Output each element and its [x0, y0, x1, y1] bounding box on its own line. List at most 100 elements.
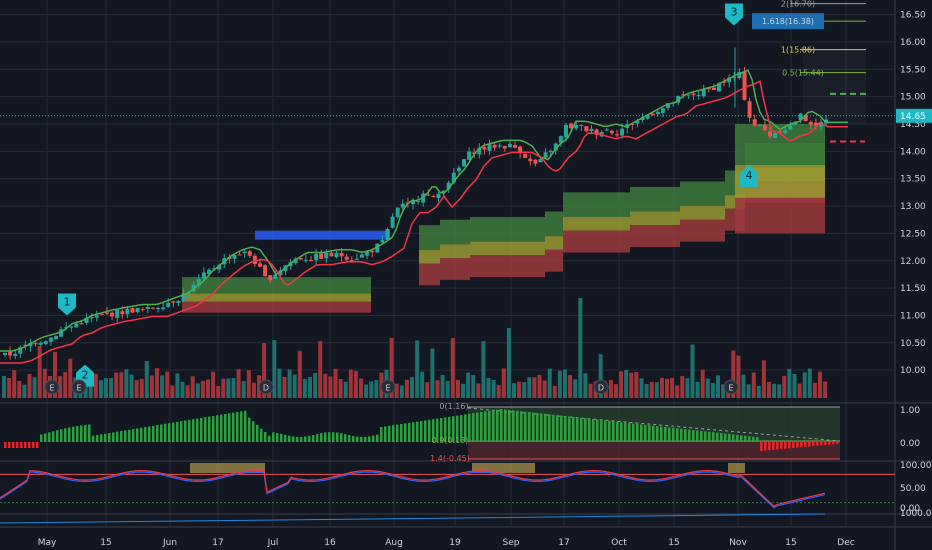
candle-body	[579, 125, 584, 127]
macd-bar	[740, 435, 743, 442]
y-tick-label: 10.00	[900, 366, 926, 376]
macd-bar	[512, 410, 515, 442]
wave-marker-4	[740, 165, 758, 188]
candle-body	[701, 89, 706, 97]
wave-marker-label: 3	[731, 6, 738, 19]
macd-bar	[20, 442, 23, 448]
candle-body	[247, 251, 252, 256]
macd-bar	[408, 422, 411, 442]
macd-bar	[652, 425, 655, 442]
macd-bar	[132, 429, 135, 442]
candle-body	[717, 83, 721, 92]
macd-bar	[220, 414, 223, 442]
volume-bar	[751, 372, 756, 398]
candle-body	[252, 255, 257, 265]
candle-body	[436, 193, 441, 199]
volume-bar	[88, 384, 93, 398]
macd-bar	[12, 442, 15, 448]
macd-bar	[52, 431, 55, 442]
volume-bar	[675, 385, 680, 398]
macd-bar	[560, 415, 563, 442]
volume-bar	[328, 376, 333, 398]
volume-bar	[787, 368, 792, 398]
macd-bar	[476, 412, 479, 442]
macd-pane: 0(1.16) 0.9(0.13) 1.4(-0.45)	[4, 402, 841, 463]
volume-bar	[563, 369, 567, 398]
fibonacci-levels: 2(16.70) 1.618(16.38) 1(15.86) 0.5(15.44)	[752, 0, 866, 78]
macd-bar	[144, 427, 147, 442]
volume-bar	[12, 370, 17, 398]
wave-marker-label: 1	[64, 295, 71, 308]
macd-bar	[640, 424, 643, 442]
macd-bar	[600, 419, 603, 442]
fib-label: 1.618(16.38)	[762, 17, 814, 26]
candle-body	[59, 329, 64, 337]
volume-bar	[313, 373, 318, 398]
candle-body	[319, 253, 324, 259]
volume-bar	[139, 378, 144, 398]
volume-bar	[695, 381, 700, 398]
candle-body	[426, 194, 431, 196]
fib-label: 0.5(15.44)	[782, 69, 824, 78]
volume-bar	[700, 369, 705, 398]
macd-bar	[152, 425, 155, 442]
candle-body	[660, 108, 665, 113]
macd-bar	[692, 430, 695, 442]
candle-body	[803, 115, 808, 121]
volume-bar	[578, 298, 583, 398]
macd-bar	[576, 417, 579, 442]
macd-bar	[156, 425, 159, 442]
macd-bar	[532, 412, 535, 442]
candle-body	[156, 308, 160, 310]
event-badge	[44, 379, 60, 395]
macd-bar	[180, 421, 183, 442]
macd-bar	[364, 436, 367, 442]
band-red	[500, 255, 545, 278]
volume-bar	[58, 376, 63, 398]
candle-body	[54, 336, 58, 340]
volume-bar	[807, 368, 812, 398]
volume-bar	[134, 380, 139, 398]
macd-bar	[528, 412, 531, 442]
event-badge-label: E	[728, 384, 733, 393]
volume-bar	[450, 338, 455, 398]
band-green	[563, 192, 630, 217]
candle-body	[370, 250, 375, 253]
candle-body	[390, 216, 395, 228]
event-badge-label: E	[76, 384, 81, 393]
candle-body	[711, 87, 716, 91]
macd-bar	[164, 423, 167, 442]
volume-bar	[206, 379, 210, 398]
candle-body	[395, 207, 400, 218]
candle-body	[217, 265, 222, 270]
macd-bar	[436, 418, 439, 442]
macd-bar	[112, 432, 115, 442]
volume-bar	[644, 384, 649, 398]
candle-body	[696, 94, 701, 96]
macd-fib-label: 0(1.16)	[439, 402, 468, 411]
candle-body	[645, 114, 650, 119]
candle-body	[344, 256, 349, 260]
candle-body	[655, 111, 660, 115]
band-yellow	[500, 241, 545, 256]
volume-bar	[654, 382, 659, 398]
support-bands	[182, 124, 825, 313]
volume-bar	[568, 374, 573, 398]
volume-bar	[318, 341, 323, 398]
candle-body	[360, 254, 364, 258]
candle-body	[125, 308, 130, 315]
macd-bar	[316, 434, 319, 442]
macd-bar	[336, 432, 339, 442]
candle-body	[620, 128, 625, 136]
volume-bar	[721, 384, 726, 398]
macd-bar	[68, 427, 71, 442]
volume-bar	[415, 340, 420, 398]
macd-bar	[232, 412, 235, 442]
macd-bar	[292, 436, 295, 442]
macd-bar	[276, 433, 279, 442]
macd-bar	[732, 434, 735, 442]
band-yellow	[680, 206, 725, 220]
volume-bar	[389, 338, 394, 398]
macd-y-tick: 1.00	[900, 406, 920, 416]
